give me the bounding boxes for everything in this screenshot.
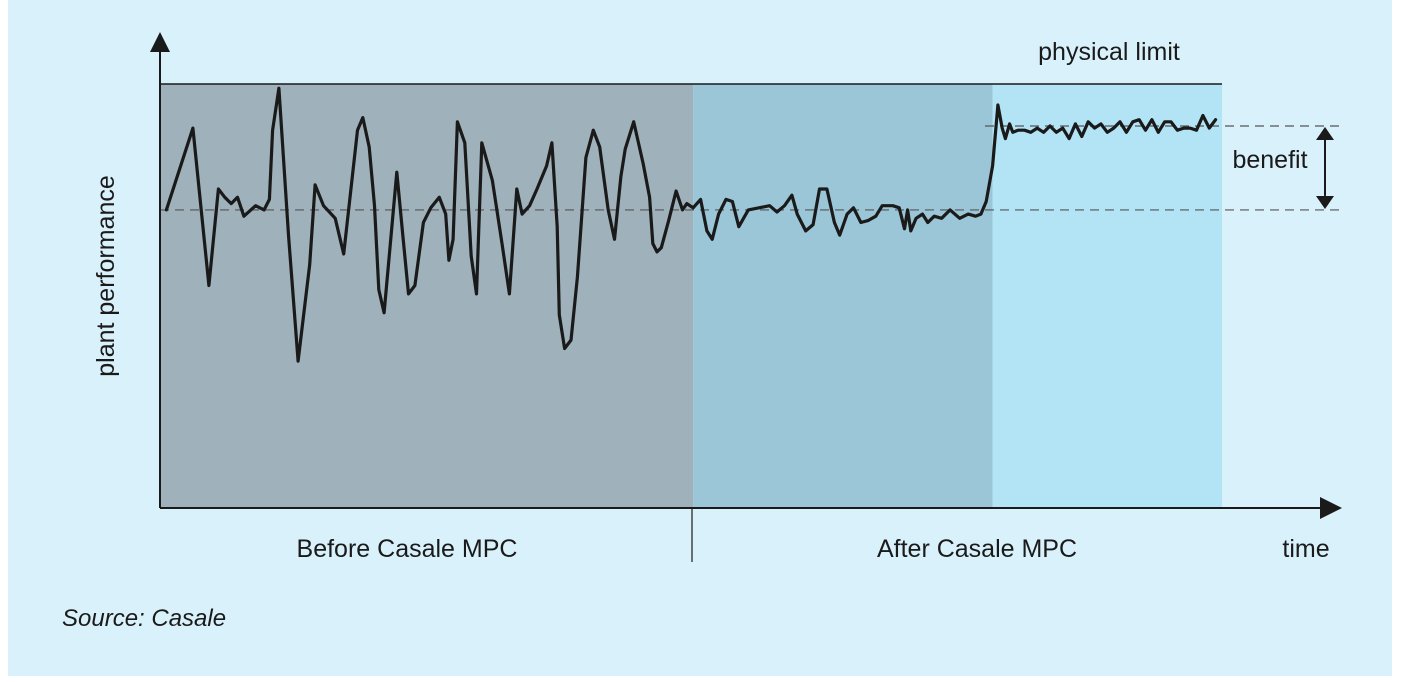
benefit-label: benefit bbox=[1232, 146, 1307, 174]
region-3 bbox=[992, 84, 1222, 508]
region-2 bbox=[693, 84, 993, 508]
physical-limit-label: physical limit bbox=[1038, 38, 1180, 66]
after-region-label: After Casale MPC bbox=[877, 535, 1077, 563]
x-axis-label: time bbox=[1282, 535, 1329, 563]
benefit-arrow-up-icon bbox=[1316, 126, 1334, 140]
before-region-label: Before Casale MPC bbox=[297, 535, 518, 563]
benefit-arrow-down-icon bbox=[1316, 195, 1334, 209]
region-1 bbox=[160, 84, 694, 508]
y-axis-arrow-icon bbox=[150, 32, 170, 52]
x-axis-arrow-icon bbox=[1320, 497, 1342, 519]
source-caption: Source: Casale bbox=[62, 605, 226, 632]
y-axis-label: plant performance bbox=[92, 175, 120, 377]
performance-series-line bbox=[164, 86, 1218, 363]
region-backgrounds bbox=[160, 84, 1222, 508]
